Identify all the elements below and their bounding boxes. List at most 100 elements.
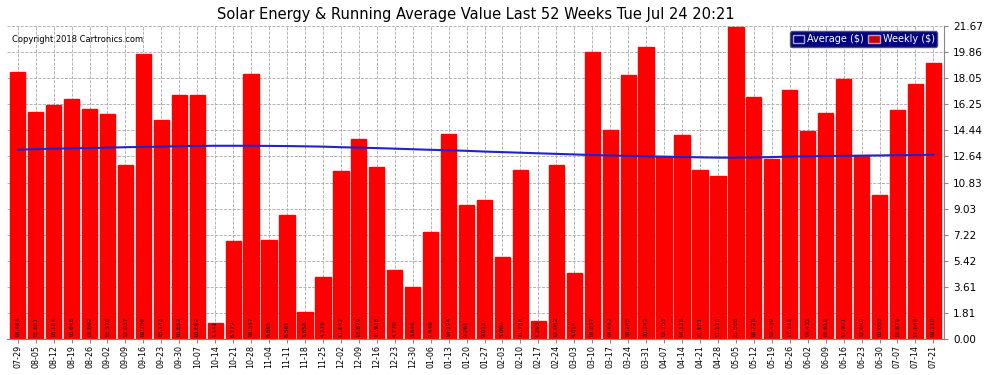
Text: 6.777: 6.777 [231, 320, 236, 337]
Bar [513, 170, 528, 339]
Bar [136, 54, 151, 339]
Text: 11.681: 11.681 [698, 317, 703, 337]
Bar [908, 84, 923, 339]
Legend: Average ($), Weekly ($): Average ($), Weekly ($) [790, 32, 938, 47]
Bar [226, 241, 241, 339]
Text: 4.276: 4.276 [321, 320, 326, 337]
Text: 9.261: 9.261 [464, 321, 469, 337]
Bar [639, 46, 653, 339]
Bar [674, 135, 690, 339]
Text: 16.184: 16.184 [51, 317, 56, 337]
Text: 8.561: 8.561 [284, 321, 289, 337]
Text: 13.879: 13.879 [356, 316, 361, 337]
Text: Copyright 2018 Cartronics.com: Copyright 2018 Cartronics.com [12, 35, 143, 44]
Text: 16.892: 16.892 [177, 317, 182, 337]
Bar [692, 170, 708, 339]
Bar [890, 110, 905, 339]
Text: 1.858: 1.858 [303, 320, 308, 337]
Bar [261, 240, 277, 339]
Bar [836, 80, 851, 339]
Text: 19.708: 19.708 [141, 316, 146, 337]
Bar [603, 130, 618, 339]
Text: 6.891: 6.891 [266, 321, 271, 337]
Text: 3.646: 3.646 [410, 321, 415, 337]
Bar [800, 130, 816, 339]
Bar [100, 114, 115, 339]
Text: 1.293: 1.293 [536, 320, 541, 337]
Bar [729, 27, 743, 339]
Text: 18.245: 18.245 [626, 316, 631, 337]
Bar [423, 231, 439, 339]
Text: 16.728: 16.728 [751, 317, 756, 337]
Bar [782, 90, 797, 339]
Bar [459, 206, 474, 339]
Bar [710, 176, 726, 339]
Text: 17.644: 17.644 [913, 317, 918, 337]
Text: 1.141: 1.141 [213, 321, 218, 337]
Bar [46, 105, 61, 339]
Text: 19.110: 19.110 [931, 317, 936, 337]
Text: 14.128: 14.128 [679, 317, 684, 337]
Text: 19.837: 19.837 [590, 316, 595, 337]
Text: 12.037: 12.037 [123, 316, 128, 337]
Text: 7.449: 7.449 [428, 320, 434, 337]
Bar [208, 323, 223, 339]
Text: 14.174: 14.174 [446, 317, 451, 337]
Bar [441, 134, 456, 339]
Bar [585, 53, 600, 339]
Text: 21.566: 21.566 [734, 317, 739, 337]
Bar [82, 110, 97, 339]
Bar [118, 165, 133, 339]
Text: 9.613: 9.613 [482, 321, 487, 337]
Text: 17.248: 17.248 [787, 316, 792, 337]
Text: 15.879: 15.879 [895, 316, 900, 337]
Bar [854, 156, 869, 339]
Bar [334, 171, 348, 339]
Text: 17.971: 17.971 [842, 317, 846, 337]
Bar [495, 257, 510, 339]
Text: 18.347: 18.347 [248, 316, 253, 337]
Bar [477, 200, 492, 339]
Title: Solar Energy & Running Average Value Last 52 Weeks Tue Jul 24 20:21: Solar Energy & Running Average Value Las… [217, 7, 735, 22]
Bar [566, 273, 582, 339]
Text: 12.640: 12.640 [859, 317, 864, 337]
Text: 11.642: 11.642 [339, 317, 344, 337]
Text: 10.003: 10.003 [877, 316, 882, 337]
Bar [764, 159, 779, 339]
Text: 5.660: 5.660 [500, 321, 505, 337]
Text: 14.452: 14.452 [608, 316, 613, 337]
Text: 14.432: 14.432 [805, 316, 810, 337]
Bar [244, 74, 258, 339]
Bar [531, 321, 546, 339]
Bar [746, 98, 761, 339]
Bar [387, 270, 402, 339]
Bar [351, 138, 366, 339]
Text: 15.616: 15.616 [823, 317, 829, 337]
Bar [297, 312, 313, 339]
Text: 15.576: 15.576 [105, 317, 110, 337]
Text: 20.242: 20.242 [644, 316, 648, 337]
Bar [926, 63, 941, 339]
Bar [872, 195, 887, 339]
Text: 15.892: 15.892 [87, 316, 92, 337]
Text: 16.892: 16.892 [195, 317, 200, 337]
Text: 11.270: 11.270 [716, 317, 721, 337]
Bar [171, 95, 187, 339]
Bar [279, 216, 295, 339]
Bar [656, 156, 671, 339]
Text: 12.703: 12.703 [661, 316, 666, 337]
Bar [405, 286, 421, 339]
Bar [369, 166, 384, 339]
Text: 16.648: 16.648 [69, 317, 74, 337]
Bar [315, 278, 331, 339]
Text: 15.143: 15.143 [158, 317, 164, 337]
Bar [64, 99, 79, 339]
Text: 12.439: 12.439 [769, 316, 774, 337]
Bar [818, 113, 834, 339]
Text: 15.681: 15.681 [34, 317, 39, 337]
Text: 4.614: 4.614 [572, 321, 577, 337]
Text: 18.463: 18.463 [15, 317, 20, 337]
Bar [10, 72, 26, 339]
Bar [621, 75, 636, 339]
Bar [153, 120, 169, 339]
